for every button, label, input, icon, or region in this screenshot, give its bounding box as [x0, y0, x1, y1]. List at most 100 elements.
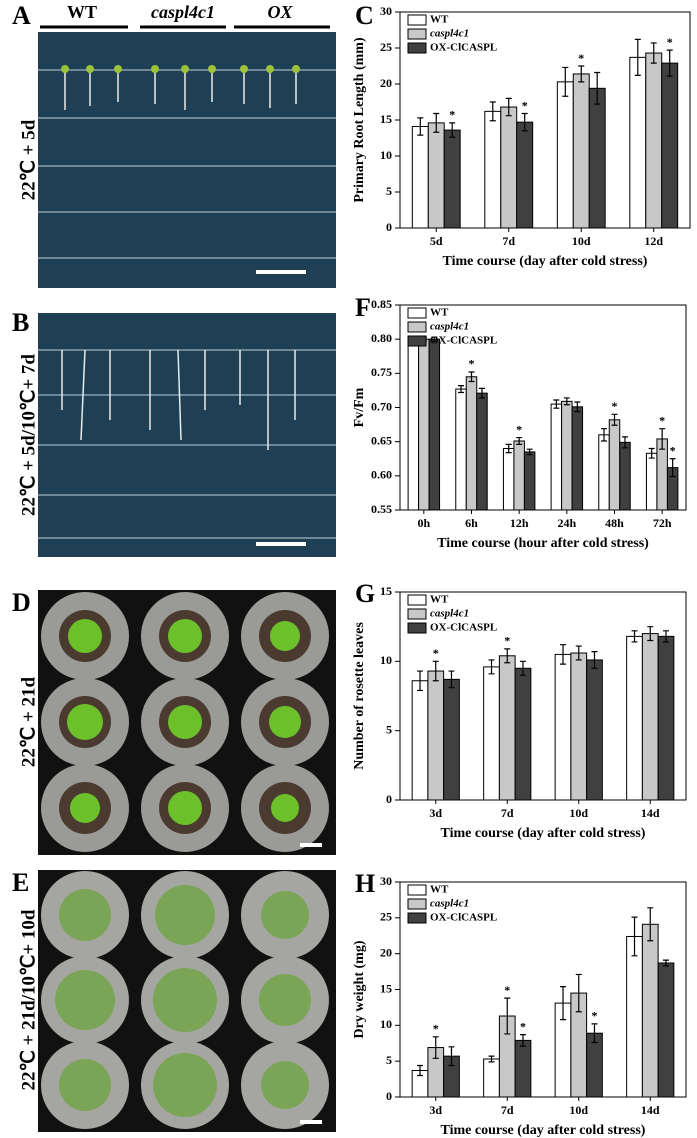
bar: [465, 376, 478, 511]
legend-swatch: [407, 594, 427, 606]
legend-swatch: [407, 14, 427, 26]
y-tick-label: 20: [380, 76, 392, 90]
legend-swatch: [407, 622, 427, 634]
panel-label: A: [12, 1, 31, 30]
error-bar: [504, 997, 511, 1035]
error-bar: [417, 1064, 424, 1077]
bar: [608, 419, 621, 511]
panel-label: D: [12, 588, 31, 617]
bar: [500, 106, 518, 229]
bar: [427, 670, 445, 801]
error-bar: [488, 659, 495, 675]
y-axis-label: Primary Root Length (mm): [352, 37, 367, 203]
panel-label: E: [12, 868, 29, 897]
bar: [443, 129, 461, 229]
condition-label: 22℃ + 21d/10℃+ 10d: [18, 909, 39, 1090]
bar: [502, 448, 515, 511]
legend-swatch: [407, 28, 427, 40]
significance-label: *: [667, 35, 673, 49]
y-tick-label: 0: [386, 220, 392, 234]
bar: [588, 87, 606, 229]
error-bar: [505, 443, 512, 454]
legend-swatch: [407, 321, 427, 333]
x-tick-label: 24h: [557, 516, 576, 530]
genotype-label: caspl4c1: [151, 2, 215, 22]
significance-label: *: [449, 108, 455, 122]
significance-label: *: [433, 1022, 439, 1036]
error-bar: [468, 371, 475, 383]
panel-label: B: [12, 308, 29, 337]
error-bar: [574, 401, 581, 413]
bar: [516, 121, 534, 229]
bar: [641, 923, 659, 1098]
panel-label: F: [355, 293, 371, 322]
y-tick-label: 15: [380, 981, 392, 995]
genotype-label: OX: [267, 2, 293, 22]
x-axis-label: Time course (day after cold stress): [441, 1123, 646, 1138]
y-tick-label: 10: [380, 148, 392, 162]
y-tick-label: 5: [386, 184, 392, 198]
y-tick-label: 30: [380, 874, 392, 888]
y-axis-label: Fv/Fm: [352, 387, 367, 427]
bar: [586, 659, 603, 801]
error-bar: [662, 959, 669, 967]
y-tick-label: 10: [380, 653, 392, 667]
legend-label: caspl4c1: [430, 608, 469, 620]
condition-label: 22℃ + 5d/10℃+ 7d: [18, 354, 39, 516]
error-bar: [488, 1055, 495, 1063]
x-tick-label: 14d: [641, 806, 660, 820]
error-bar: [432, 1036, 439, 1059]
bar: [443, 678, 460, 801]
y-tick-label: 0: [386, 792, 392, 806]
bar: [645, 452, 658, 511]
bar: [641, 633, 659, 801]
error-bar: [526, 448, 533, 456]
bar: [498, 655, 516, 801]
y-tick-label: 0.85: [371, 297, 392, 311]
legend-label: caspl4c1: [430, 898, 469, 910]
legend-label: OX-ClCASPL: [430, 622, 497, 634]
y-tick-label: 0: [386, 1089, 392, 1103]
y-axis-label: Dry weight (mg): [352, 940, 367, 1038]
x-tick-label: 14d: [641, 1103, 660, 1117]
error-bar: [519, 660, 526, 676]
photo-pots: [38, 870, 336, 1132]
error-bar: [591, 1023, 598, 1044]
bar: [476, 392, 488, 511]
bar: [657, 635, 675, 801]
significance-label: *: [522, 98, 528, 112]
significance-label: *: [433, 646, 439, 660]
error-bar: [417, 670, 424, 692]
genotype-label: WT: [67, 2, 97, 22]
y-tick-label: 0.65: [371, 433, 392, 447]
significance-label: *: [516, 422, 522, 436]
condition-label: 22℃ + 21d: [18, 676, 39, 767]
error-bar: [432, 660, 439, 682]
y-tick-label: 25: [380, 40, 392, 54]
x-tick-label: 0h: [417, 516, 430, 530]
bar: [514, 1039, 532, 1098]
error-bar: [489, 101, 496, 122]
x-tick-label: 10d: [569, 806, 588, 820]
x-tick-label: 3d: [429, 806, 442, 820]
x-axis-label: Time course (day after cold stress): [443, 254, 648, 269]
significance-label: *: [670, 444, 676, 458]
error-bar: [504, 648, 511, 664]
legend-swatch: [407, 307, 427, 319]
x-tick-label: 7d: [502, 234, 515, 248]
photo-pots: [38, 590, 336, 855]
bar: [561, 400, 573, 511]
bar: [418, 338, 430, 511]
error-bar: [553, 399, 560, 409]
error-bar: [431, 336, 438, 342]
y-tick-label: 0.80: [371, 331, 392, 345]
significance-label: *: [520, 1019, 526, 1033]
x-tick-label: 12d: [644, 234, 663, 248]
legend-label: WT: [430, 307, 449, 319]
legend-label: caspl4c1: [430, 321, 469, 333]
y-tick-label: 15: [380, 584, 392, 598]
error-bar: [458, 385, 465, 394]
error-bar: [563, 397, 570, 406]
bar: [411, 125, 429, 229]
